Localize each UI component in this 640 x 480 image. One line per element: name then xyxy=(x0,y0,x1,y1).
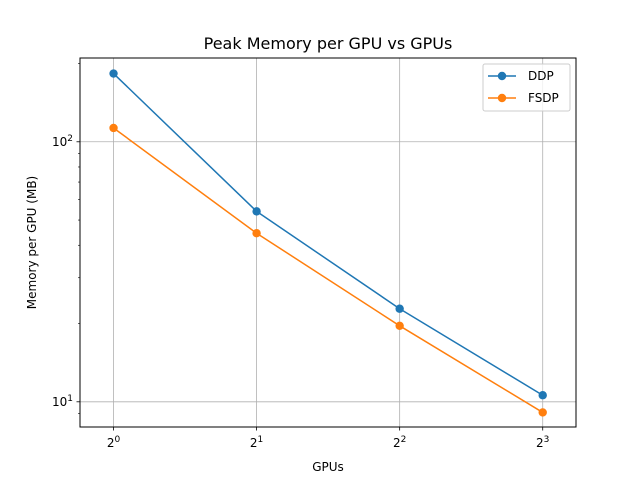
legend-label-ddp: DDP xyxy=(528,69,554,83)
x-tick-label: 21 xyxy=(250,435,263,450)
series-line-fsdp xyxy=(113,127,544,414)
legend-label-fsdp: FSDP xyxy=(528,91,559,105)
x-tick-label: 23 xyxy=(536,435,549,450)
data-point-fsdp xyxy=(538,408,547,417)
plot-frame xyxy=(79,57,577,428)
y-axis-label: Memory per GPU (MB) xyxy=(25,176,39,309)
series-line-ddp xyxy=(113,72,544,396)
x-tick-label: 22 xyxy=(393,435,406,450)
data-point-fsdp xyxy=(252,229,261,238)
data-point-fsdp xyxy=(109,123,118,133)
x-tick-label: 20 xyxy=(107,435,121,450)
y-tick-label: 101 xyxy=(52,394,73,409)
data-point-ddp xyxy=(395,304,404,313)
data-point-ddp xyxy=(538,391,547,400)
x-axis-label: GPUs xyxy=(312,460,344,474)
y-tick-label: 102 xyxy=(52,134,73,149)
series-layer xyxy=(109,69,547,417)
data-point-ddp xyxy=(252,207,261,216)
data-point-fsdp xyxy=(395,321,404,331)
data-point-ddp xyxy=(109,69,118,78)
chart-title: Peak Memory per GPU vs GPUs xyxy=(204,34,453,53)
grid xyxy=(80,58,576,427)
legend-marker-fsdp xyxy=(497,93,507,103)
x-axis-ticks: 20 21 22 23 xyxy=(107,427,549,450)
y-axis-ticks: 101 102 xyxy=(52,63,80,414)
legend-marker-ddp xyxy=(497,71,507,81)
legend: DDP FSDP xyxy=(482,63,571,112)
